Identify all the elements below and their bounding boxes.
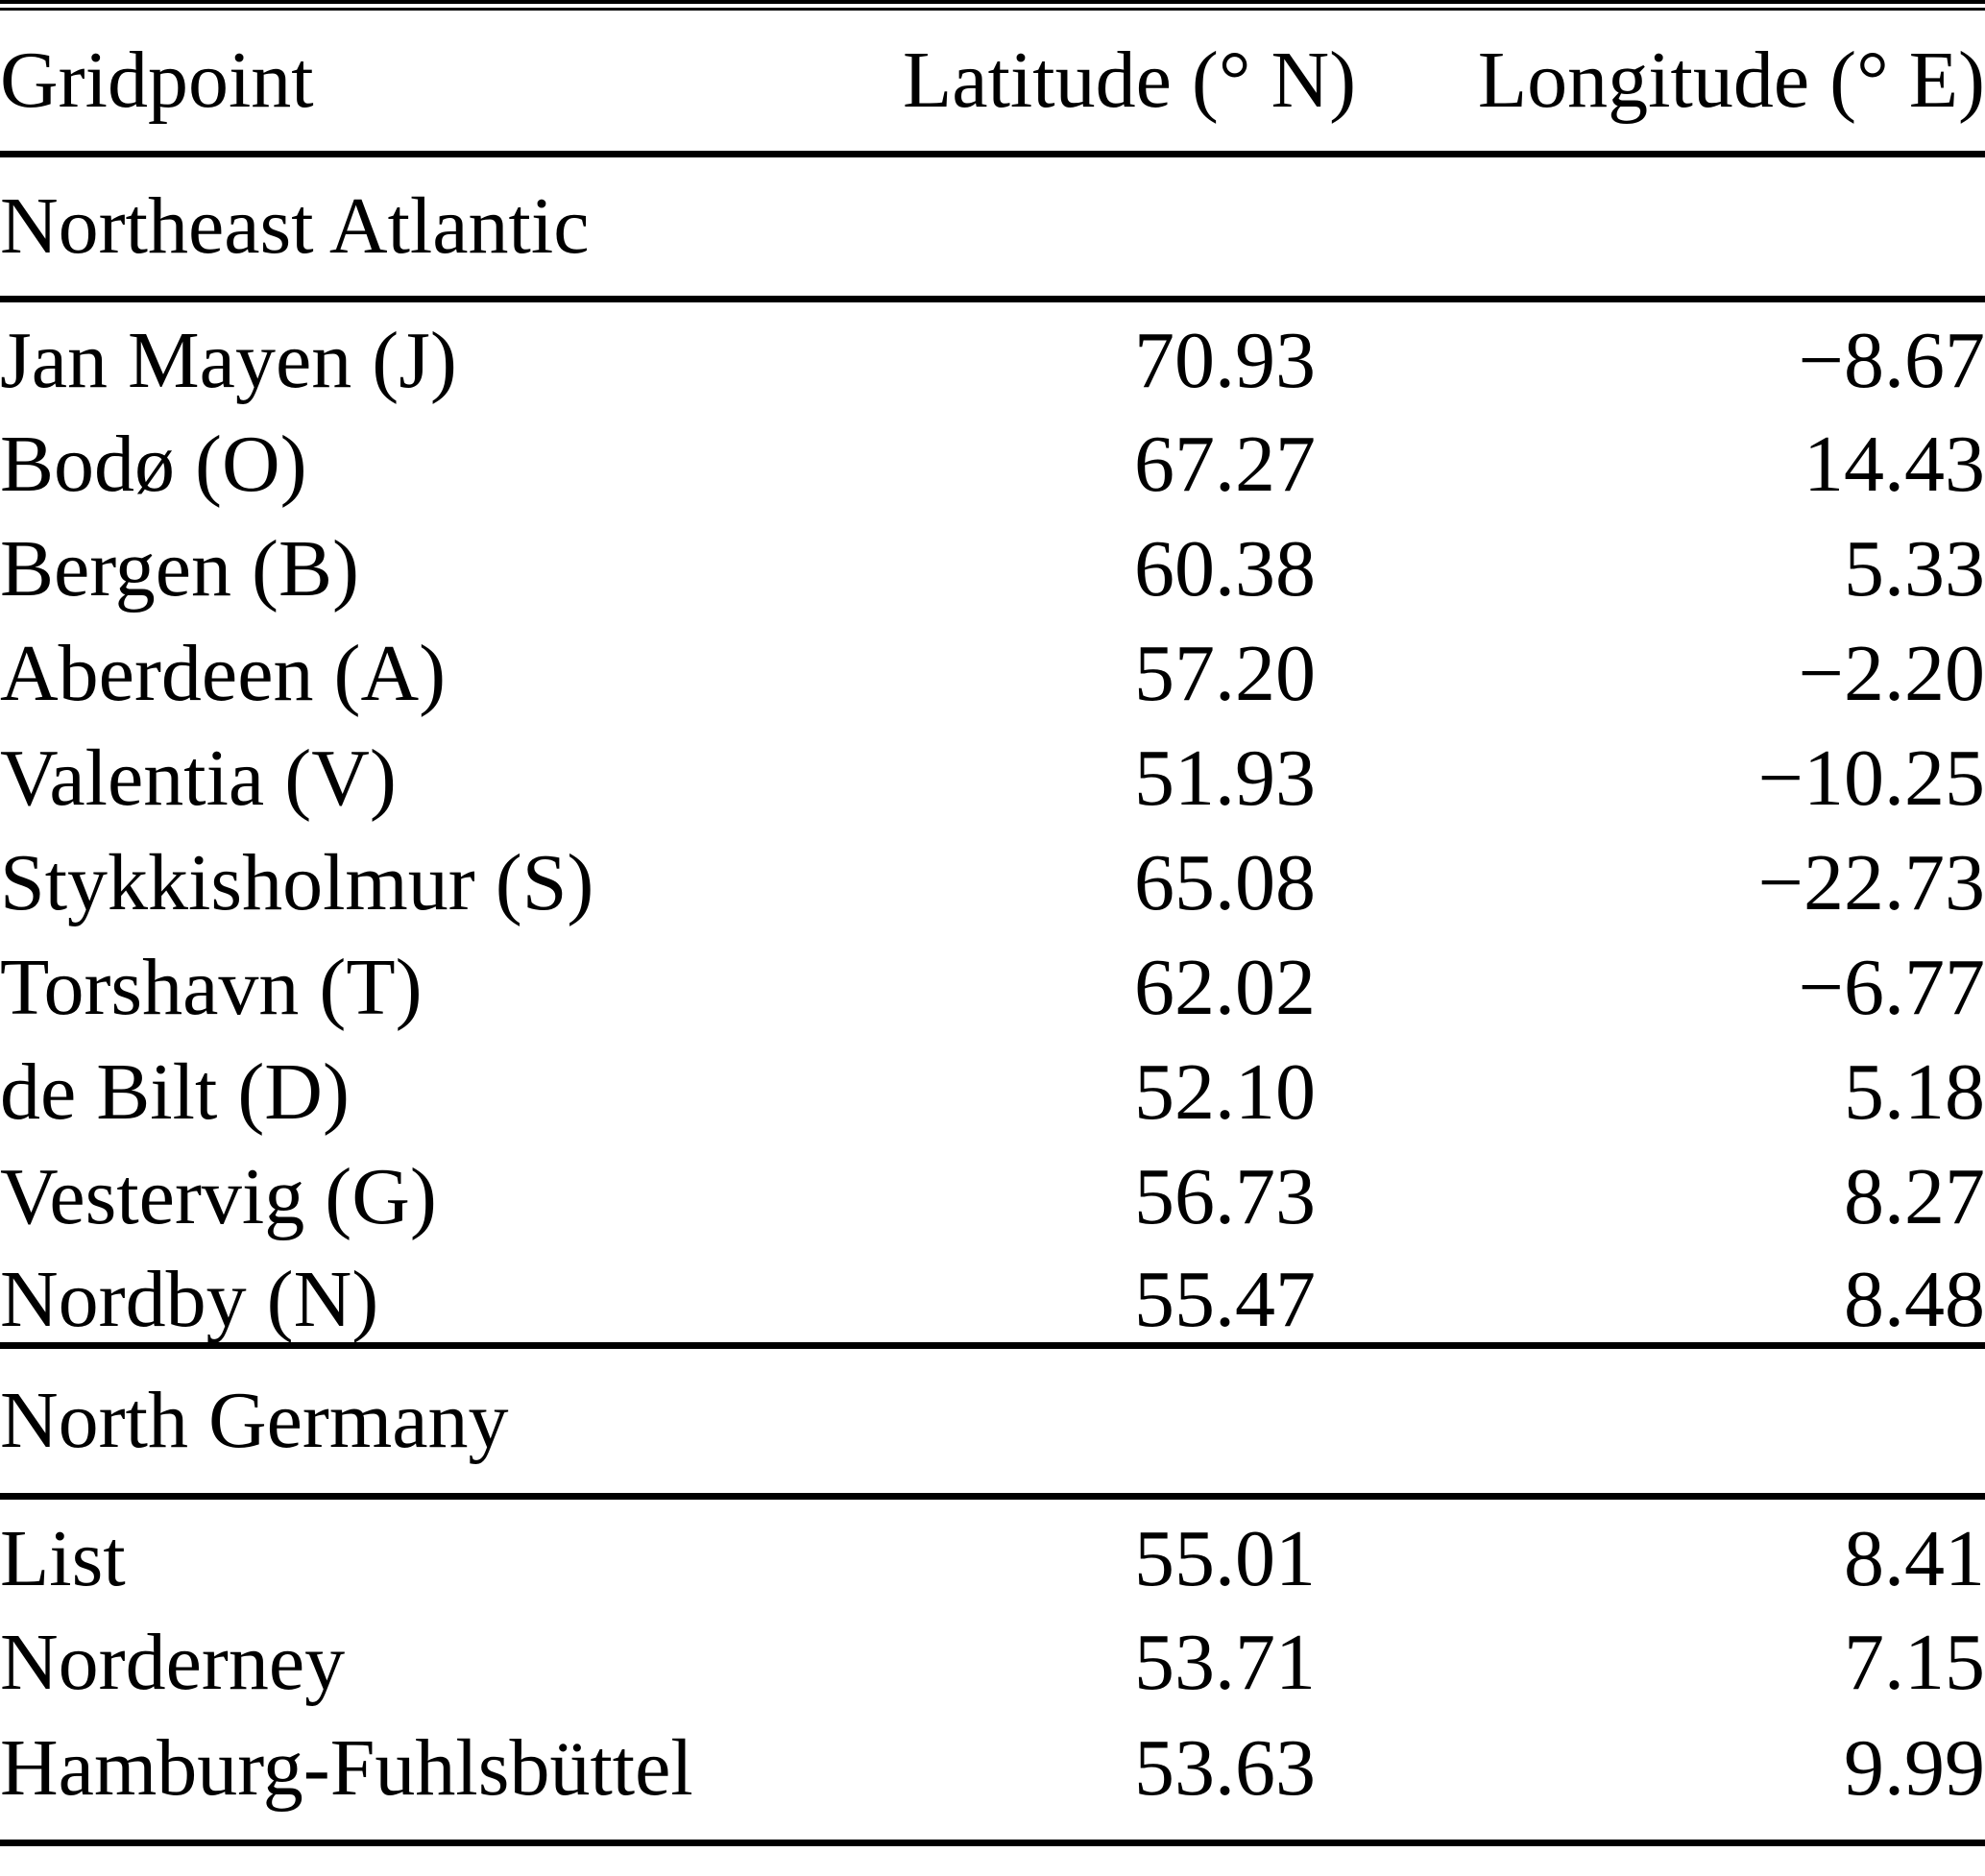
longitude-cell: 8.41 <box>1844 1513 1985 1603</box>
table-row: List 55.01 8.41 <box>0 1496 1985 1601</box>
latitude-cell: 65.08 <box>1134 837 1316 927</box>
gridpoint-cell: Stykkisholmur (S) <box>0 837 594 927</box>
gridpoint-cell: Aberdeen (A) <box>0 628 447 718</box>
longitude-cell: 14.43 <box>1803 419 1985 509</box>
section-title: North Germany <box>0 1375 509 1465</box>
table-row: Vestervig (G) 56.73 8.27 <box>0 1136 1985 1240</box>
longitude-cell: −6.77 <box>1798 942 1985 1032</box>
gridpoint-cell: Bodø (O) <box>0 419 307 509</box>
table-row: Nordby (N) 55.47 8.48 <box>0 1240 1985 1345</box>
gridpoint-table: Gridpoint Latitude (° N) Longitude (° E)… <box>0 11 1985 1813</box>
table-row: Bergen (B) 60.38 5.33 <box>0 508 1985 613</box>
top-rule-thin <box>0 8 1985 11</box>
gridpoint-cell: Norderney <box>0 1618 346 1707</box>
latitude-cell: 51.93 <box>1134 733 1316 823</box>
table-row: Jan Mayen (J) 70.93 −8.67 <box>0 299 1985 403</box>
table-row: Aberdeen (A) 57.20 −2.20 <box>0 613 1985 717</box>
bottom-rule <box>0 1840 1985 1846</box>
table-header-row: Gridpoint Latitude (° N) Longitude (° E) <box>0 11 1985 154</box>
latitude-cell: 53.63 <box>1134 1723 1316 1813</box>
gridpoint-cell: Nordby (N) <box>0 1254 379 1344</box>
gridpoint-cell: de Bilt (D) <box>0 1046 350 1137</box>
section-header-northeast-atlantic: Northeast Atlantic <box>0 154 1985 299</box>
longitude-cell: 9.99 <box>1844 1723 1985 1813</box>
longitude-cell: 8.48 <box>1844 1254 1985 1344</box>
table-row: Hamburg-Fuhlsbüttel 53.63 9.99 <box>0 1707 1985 1813</box>
gridpoint-cell: List <box>0 1513 126 1603</box>
latitude-cell: 60.38 <box>1134 523 1316 613</box>
longitude-cell: 5.18 <box>1844 1046 1985 1137</box>
table-row: Bodø (O) 67.27 14.43 <box>0 403 1985 508</box>
table-row: Stykkisholmur (S) 65.08 −22.73 <box>0 822 1985 926</box>
gridpoint-cell: Jan Mayen (J) <box>0 316 457 406</box>
longitude-cell: 5.33 <box>1844 523 1985 613</box>
table-row: Norderney 53.71 7.15 <box>0 1601 1985 1707</box>
bottom-spacer <box>0 1813 1985 1840</box>
latitude-cell: 67.27 <box>1134 419 1316 509</box>
table-row: Valentia (V) 51.93 −10.25 <box>0 717 1985 822</box>
longitude-cell: 8.27 <box>1844 1151 1985 1241</box>
latitude-cell: 55.01 <box>1134 1513 1316 1603</box>
gridpoint-cell: Bergen (B) <box>0 523 360 613</box>
latitude-cell: 53.71 <box>1134 1618 1316 1707</box>
col-header-latitude: Latitude (° N) <box>903 35 1357 125</box>
section-title: Northeast Atlantic <box>0 180 590 271</box>
table-row: de Bilt (D) 52.10 5.18 <box>0 1031 1985 1136</box>
longitude-cell: −10.25 <box>1757 733 1985 823</box>
col-header-gridpoint: Gridpoint <box>0 35 314 125</box>
gridpoint-cell: Vestervig (G) <box>0 1151 437 1241</box>
longitude-cell: −8.67 <box>1798 316 1985 406</box>
latitude-cell: 62.02 <box>1134 942 1316 1032</box>
gridpoint-cell: Hamburg-Fuhlsbüttel <box>0 1723 693 1813</box>
latitude-cell: 55.47 <box>1134 1254 1316 1344</box>
section-header-north-germany: North Germany <box>0 1345 1985 1496</box>
gridpoint-cell: Valentia (V) <box>0 733 397 823</box>
latitude-cell: 70.93 <box>1134 316 1316 406</box>
latitude-cell: 57.20 <box>1134 628 1316 718</box>
gridpoint-cell: Torshavn (T) <box>0 942 423 1032</box>
longitude-cell: 7.15 <box>1844 1618 1985 1707</box>
latitude-cell: 52.10 <box>1134 1046 1316 1137</box>
top-rule-thick <box>0 0 1985 4</box>
longitude-cell: −2.20 <box>1798 628 1985 718</box>
top-rule-gap <box>0 4 1985 8</box>
table-row: Torshavn (T) 62.02 −6.77 <box>0 926 1985 1031</box>
latitude-cell: 56.73 <box>1134 1151 1316 1241</box>
col-header-longitude: Longitude (° E) <box>1477 35 1985 125</box>
longitude-cell: −22.73 <box>1757 837 1985 927</box>
